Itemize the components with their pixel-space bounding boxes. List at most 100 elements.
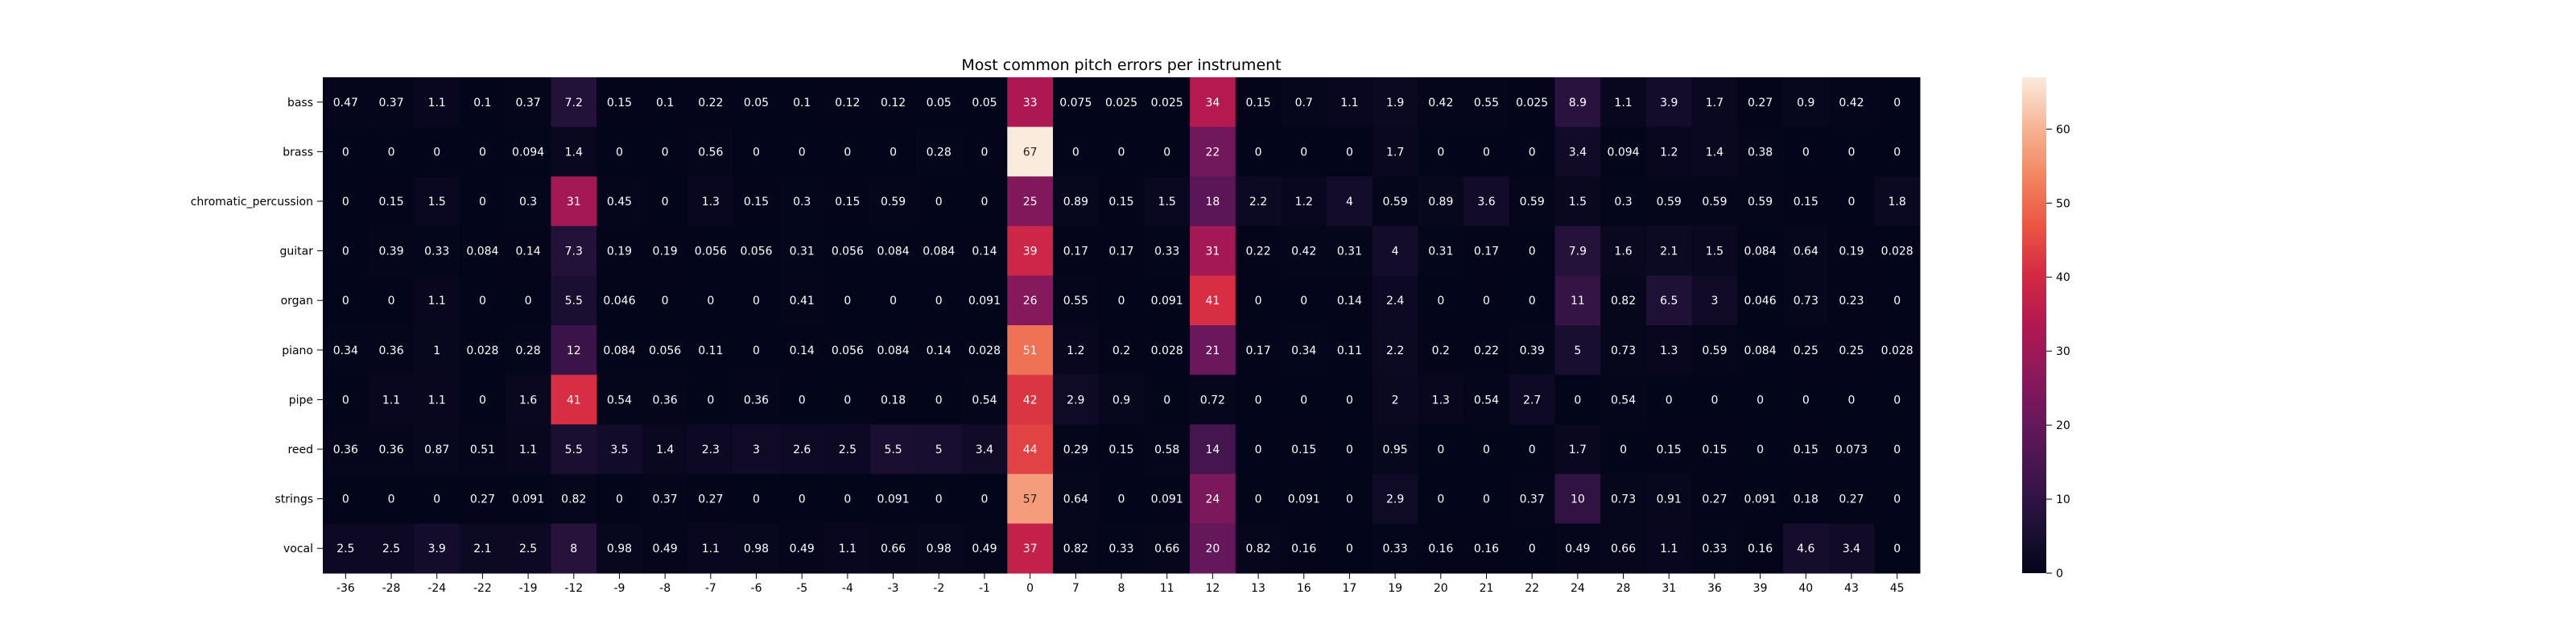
heatmap-cell <box>460 374 506 425</box>
cell-value-label: 0 <box>1346 444 1353 456</box>
cell-value-label: 1.7 <box>1569 444 1587 456</box>
heatmap-cell <box>1052 325 1100 376</box>
cell-value-label: 0 <box>844 394 851 407</box>
colorbar: 0 10 20 30 40 50 60 <box>2022 77 2070 580</box>
y-tick-label: organ <box>281 295 313 308</box>
heatmap-cell <box>733 325 780 376</box>
cell-value-label: 1 <box>433 345 440 357</box>
cell-value-label: 0.084 <box>877 345 910 357</box>
heatmap-cell <box>368 473 415 524</box>
heatmap-cell <box>1235 77 1282 128</box>
cell-value-label: 0 <box>935 295 943 308</box>
cell-value-label: 0.64 <box>1794 246 1818 258</box>
cell-value-label: 0 <box>799 493 806 506</box>
heatmap-cell <box>1327 374 1373 425</box>
heatmap-cell <box>551 176 597 227</box>
cell-value-label: 0.49 <box>790 543 815 555</box>
heatmap-cell <box>961 176 1008 227</box>
cell-value-label: 5 <box>1574 345 1581 357</box>
heatmap-cell <box>1098 225 1145 276</box>
cell-value-label: 0 <box>1483 493 1490 506</box>
heatmap-cell <box>1554 275 1601 326</box>
x-tick-label: 17 <box>1343 582 1357 595</box>
cell-value-label: 0 <box>1255 146 1262 159</box>
cell-value-label: 0.27 <box>698 493 723 506</box>
heatmap-cell <box>870 523 917 574</box>
cell-value-label: 0.73 <box>1794 295 1818 308</box>
heatmap-cell <box>1327 225 1373 276</box>
x-tick-label: -1 <box>979 582 990 595</box>
heatmap-cell <box>505 473 551 524</box>
cell-value-label: 51 <box>1023 345 1038 357</box>
cell-value-label: 0 <box>1666 394 1673 407</box>
heatmap-cell <box>1281 225 1327 276</box>
heatmap-cell <box>870 275 917 326</box>
heatmap-cell <box>1463 325 1510 376</box>
heatmap-cell <box>1235 275 1282 326</box>
heatmap-cell <box>1554 176 1601 227</box>
x-tick-label: 11 <box>1160 582 1174 595</box>
heatmap-cell <box>551 523 597 574</box>
heatmap-cell <box>1737 424 1784 475</box>
cell-value-label: 0.95 <box>1383 444 1408 456</box>
heatmap-cell <box>1737 176 1784 227</box>
heatmap-cell <box>687 374 734 425</box>
cell-value-label: 0 <box>479 196 486 208</box>
cell-value-label: 1.1 <box>1660 543 1678 555</box>
cell-value-label: 0 <box>1848 394 1856 407</box>
heatmap-cell <box>1645 374 1693 425</box>
cell-value-label: 0.084 <box>603 345 635 357</box>
heatmap-cell <box>824 126 871 177</box>
heatmap-cell <box>1327 424 1373 475</box>
x-tick-label: -2 <box>933 582 944 595</box>
cell-value-label: 4 <box>1346 196 1353 208</box>
cell-value-label: 0 <box>1893 444 1901 456</box>
heatmap-cell <box>1098 325 1145 376</box>
x-tick-label: -6 <box>751 582 762 595</box>
heatmap-cell <box>323 275 369 326</box>
cell-value-label: 0.16 <box>1428 543 1453 555</box>
heatmap-cell <box>1281 374 1327 425</box>
cell-value-label: 0.59 <box>881 196 906 208</box>
cell-value-label: 1.5 <box>428 196 446 208</box>
heatmap-cell <box>1554 473 1601 524</box>
heatmap-cell <box>733 225 780 276</box>
heatmap-cell <box>870 325 917 376</box>
heatmap-cell <box>1372 176 1418 227</box>
heatmap-cell <box>1190 225 1236 276</box>
cell-value-label: 0.22 <box>1245 246 1270 258</box>
heatmap-cell <box>1554 325 1601 376</box>
cell-value-label: 0.15 <box>1657 444 1682 456</box>
heatmap-cell <box>1645 176 1693 227</box>
cell-value-label: 0.14 <box>1337 295 1362 308</box>
cell-value-label: 0.33 <box>1108 543 1133 555</box>
cell-value-label: 0.14 <box>927 345 952 357</box>
cell-value-label: 0.31 <box>790 246 815 258</box>
heatmap-cell <box>1281 126 1327 177</box>
heatmap-cell <box>1052 176 1100 227</box>
heatmap-cell <box>1554 225 1601 276</box>
heatmap-cell <box>733 523 780 574</box>
heatmap-cell <box>824 473 871 524</box>
heatmap-cell <box>1691 374 1738 425</box>
heatmap-cell <box>1600 126 1647 177</box>
cell-value-label: 1.1 <box>428 295 446 308</box>
heatmap-cell <box>1782 473 1830 524</box>
heatmap-cell <box>1144 424 1191 475</box>
heatmap-cell <box>1281 176 1327 227</box>
heatmap-cell <box>505 523 551 574</box>
cell-value-label: 0.42 <box>1839 97 1864 109</box>
cell-value-label: 1.4 <box>656 444 674 456</box>
cell-value-label: 0.59 <box>1748 196 1773 208</box>
heatmap-cell <box>1828 374 1875 425</box>
cell-value-label: 0 <box>1620 444 1627 456</box>
cell-value-label: 3.9 <box>1660 97 1678 109</box>
cell-value-label: 0 <box>616 146 623 159</box>
cell-value-label: 0.16 <box>1474 543 1499 555</box>
heatmap-cell <box>1190 424 1236 475</box>
heatmap-cell <box>824 374 871 425</box>
heatmap-cell <box>1828 225 1875 276</box>
cell-value-label: 0.091 <box>1288 493 1320 506</box>
heatmap-cell <box>1327 473 1373 524</box>
heatmap-cell <box>778 473 826 524</box>
